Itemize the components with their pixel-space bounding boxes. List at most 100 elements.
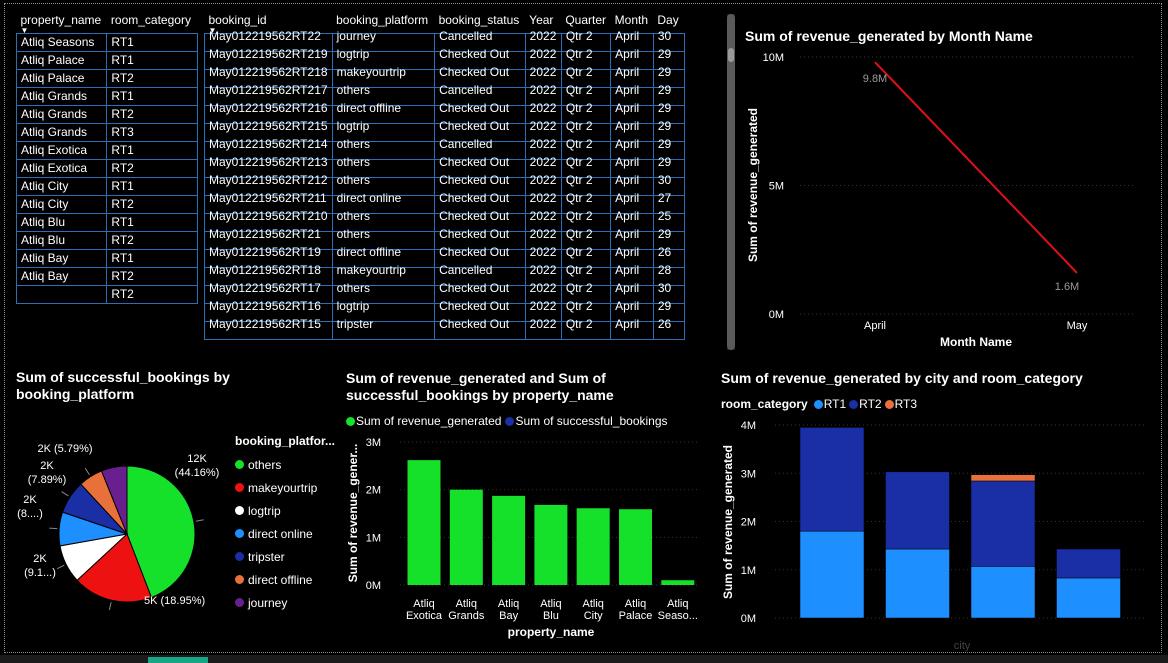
scrollbar-handle[interactable]: [728, 48, 734, 62]
table-row[interactable]: May012219562RT21 others Checked Out 2022 Qtr…: [204, 225, 686, 244]
table-row[interactable]: Atliq Exotica RT2: [16, 159, 198, 178]
pie-chart[interactable]: 12K (44.16%) 5K (18.95%) 2K (9.1...) 2K (8....…: [10, 430, 230, 620]
column-header[interactable]: Quarter: [561, 13, 610, 34]
table-row[interactable]: May012219562RT212 others Checked Out 2022 Qt…: [204, 171, 686, 190]
y-tick-label: 1M: [741, 565, 756, 577]
table-cell: May012219562RT21: [204, 225, 333, 244]
table-row[interactable]: May012219562RT17 others Checked Out 2022 Qtr…: [204, 279, 686, 298]
line-chart-title: Sum of revenue_generated by Month Name: [745, 28, 1033, 44]
table-row[interactable]: Atliq Exotica RT1: [16, 141, 198, 160]
stacked-bar-chart[interactable]: 0M 1M 2M 3M 4M city Sum of revenue_generated: [715, 412, 1155, 652]
legend-item[interactable]: makeyourtrip: [235, 476, 335, 499]
column-header[interactable]: booking_status: [435, 13, 526, 34]
x-tick-label: Palace: [619, 610, 653, 622]
table-row[interactable]: May012219562RT216 direct offline Checked O…: [204, 99, 686, 118]
table-cell: makeyourtrip: [331, 261, 436, 280]
column-header[interactable]: property_name ▼: [17, 13, 107, 35]
booking-table-visual[interactable]: booking_id ▼ booking_platform booking_statu…: [204, 13, 686, 353]
table-cell: Qtr 2: [560, 117, 612, 136]
y-tick-label: 3M: [366, 437, 381, 449]
table-row[interactable]: May012219562RT19 direct offline Checked Ou…: [204, 243, 686, 262]
legend-item[interactable]: direct online: [235, 522, 335, 545]
table-row[interactable]: Atliq Blu RT2: [16, 231, 198, 250]
column-header-label: room_category: [110, 13, 191, 27]
table-row[interactable]: Atliq Grands RT2: [16, 105, 198, 124]
table-row[interactable]: May012219562RT213 others Checked Out 2022 Qt…: [204, 153, 686, 172]
table-row[interactable]: May012219562RT218 makeyourtrip Checked Out…: [204, 63, 686, 82]
table-row[interactable]: May012219562RT18 makeyourtrip Cancelled 202…: [204, 261, 686, 280]
column-header[interactable]: booking_platform: [332, 13, 434, 34]
slice-label: (9.1...): [24, 567, 56, 579]
y-tick-label: 2M: [741, 517, 756, 529]
table-cell: April: [610, 297, 654, 316]
table-cell: Qtr 2: [560, 27, 612, 46]
column-header-label: Month: [614, 13, 649, 27]
table-cell: Qtr 2: [560, 171, 612, 190]
line-chart[interactable]: 0M 5M 10M April 9.8M May 1.6M Month Name Sum of …: [740, 45, 1150, 355]
legend-item[interactable]: Sum of revenue_generated: [346, 414, 501, 428]
bar-segment-RT1: [1056, 577, 1121, 619]
legend-item[interactable]: others: [235, 453, 335, 476]
leader-line: [61, 491, 69, 497]
column-header[interactable]: Day: [653, 13, 684, 34]
table-row[interactable]: May012219562RT22 journey Cancelled 2022 Qtr …: [204, 27, 686, 46]
table-cell: Cancelled: [434, 27, 526, 46]
table-cell: Atliq Seasons: [16, 33, 108, 52]
scrollbar-thumb[interactable]: [727, 14, 735, 350]
table-row[interactable]: Atliq City RT1: [16, 177, 198, 196]
table-row[interactable]: May012219562RT219 logtrip Checked Out 2022 Q…: [204, 45, 686, 64]
table-row[interactable]: Atliq Bay RT2: [16, 267, 198, 286]
table-cell: 2022: [524, 315, 562, 334]
table-cell: May012219562RT18: [204, 261, 333, 280]
table-row[interactable]: May012219562RT214 others Cancelled 2022 Qtr …: [204, 135, 686, 154]
legend-item[interactable]: direct offline: [235, 568, 335, 591]
table-row[interactable]: May012219562RT15 tripster Checked Out 2022 Q…: [204, 315, 686, 334]
legend-item[interactable]: RT2: [849, 397, 882, 411]
slice-label: (7.89%): [28, 474, 67, 486]
table-cell: Qtr 2: [560, 279, 612, 298]
legend-item[interactable]: RT3: [884, 397, 917, 411]
y-axis-title: Sum of revenue_gener...: [346, 444, 360, 583]
table-row[interactable]: Atliq Palace RT2: [16, 69, 198, 88]
table-row[interactable]: RT2: [16, 285, 198, 304]
table-cell: Qtr 2: [560, 99, 612, 118]
legend-item[interactable]: logtrip: [235, 499, 335, 522]
column-header[interactable]: Year: [525, 13, 561, 34]
table-cell: Checked Out: [434, 117, 526, 136]
table-row[interactable]: Atliq Blu RT1: [16, 213, 198, 232]
bar-chart-title: Sum of revenue_generated and Sum of succ…: [346, 370, 686, 404]
table-row[interactable]: Atliq Palace RT1: [16, 51, 198, 70]
table-row[interactable]: May012219562RT215 logtrip Checked Out 2022 Q…: [204, 117, 686, 136]
column-header[interactable]: room_category: [107, 13, 198, 34]
bar: [492, 495, 526, 585]
column-header[interactable]: Month: [611, 13, 654, 34]
sort-down-icon[interactable]: ▼: [20, 26, 29, 35]
legend-item[interactable]: tripster: [235, 545, 335, 568]
table-row[interactable]: Atliq Seasons RT1: [16, 33, 198, 52]
table-cell: Qtr 2: [560, 297, 612, 316]
table-row[interactable]: May012219562RT211 direct online Checked Ou…: [204, 189, 686, 208]
table-cell: 29: [652, 81, 686, 100]
table-cell: 2022: [524, 225, 562, 244]
table-row[interactable]: May012219562RT217 others Cancelled 2022 Qtr …: [204, 81, 686, 100]
legend-item[interactable]: RT1: [813, 397, 846, 411]
active-page-tab[interactable]: [148, 657, 208, 663]
table-cell: 26: [652, 315, 686, 334]
table-row[interactable]: May012219562RT16 logtrip Checked Out 2022 Qt…: [204, 297, 686, 316]
table-cell: RT3: [106, 123, 198, 142]
bar: [661, 580, 695, 585]
table-row[interactable]: May012219562RT210 others Checked Out 2022 Qt…: [204, 207, 686, 226]
table-cell: 29: [652, 135, 686, 154]
table-row[interactable]: Atliq Grands RT3: [16, 123, 198, 142]
property-table-visual[interactable]: property_name ▼ room_category Atliq Season…: [16, 13, 198, 325]
legend-item[interactable]: Sum of successful_bookings: [505, 414, 668, 428]
table-cell: 2022: [524, 99, 562, 118]
leader-line: [195, 519, 204, 522]
bar-chart[interactable]: 0M1M2M3MAtliqExoticaAtliqGrandsAtliqBayA…: [340, 430, 710, 645]
table-row[interactable]: Atliq City RT2: [16, 195, 198, 214]
table-row[interactable]: Atliq Grands RT1: [16, 87, 198, 106]
legend-item[interactable]: journey: [235, 591, 335, 614]
table-row[interactable]: Atliq Bay RT1: [16, 249, 198, 268]
pie-chart-title: Sum of successful_bookings by booking_pl…: [16, 369, 230, 402]
